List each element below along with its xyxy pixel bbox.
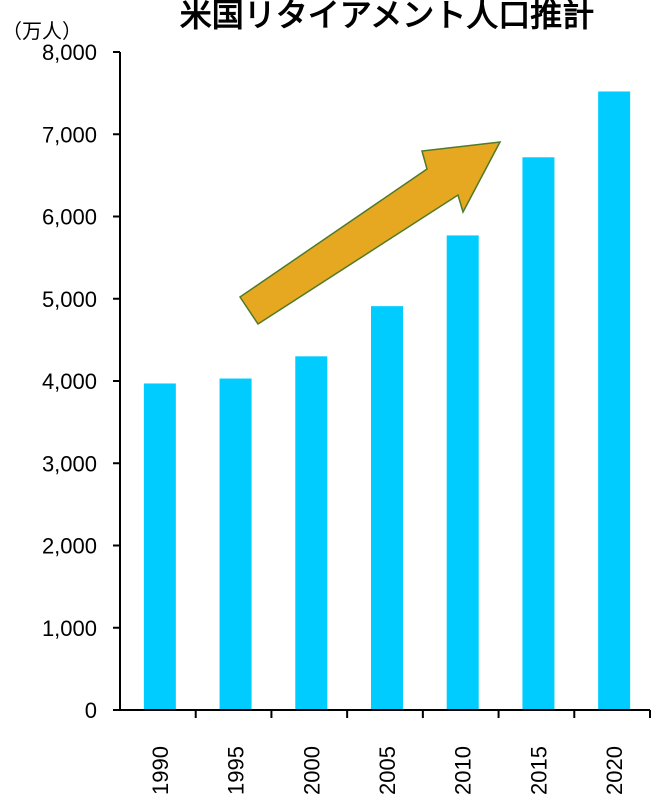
x-tick-label: 2010 <box>451 746 476 795</box>
y-tick-label: 0 <box>85 698 97 723</box>
y-tick-label: 1,000 <box>42 616 97 641</box>
chart-title: 米国リタイアメント人口推計 <box>180 0 594 34</box>
x-tick-label: 2020 <box>602 746 627 795</box>
y-tick-label: 5,000 <box>42 287 97 312</box>
trend-arrow-icon <box>238 141 502 326</box>
y-tick-label: 6,000 <box>42 205 97 230</box>
bar-2010 <box>446 235 479 711</box>
x-tick-label: 2015 <box>526 746 551 795</box>
bar-2005 <box>371 306 403 710</box>
bar-2000 <box>295 356 328 710</box>
unit-label: （万人） <box>2 19 82 43</box>
y-tick-labels: 0 1,000 2,000 3,000 4,000 5,000 6,000 7,000 8,00… <box>42 40 97 723</box>
bar-2015 <box>522 157 555 710</box>
bars-group <box>143 91 631 711</box>
y-tick-label: 4,000 <box>42 369 97 394</box>
y-tick-label: 3,000 <box>42 451 97 476</box>
y-tick-label: 8,000 <box>42 40 97 65</box>
axes-group <box>113 51 651 718</box>
y-tick-label: 7,000 <box>42 122 97 147</box>
x-tick-label: 2005 <box>375 746 400 795</box>
x-tick-labels: 1990 1995 2000 2005 2010 2015 2020 <box>148 746 627 795</box>
bar-1995 <box>219 378 252 710</box>
x-tick-label: 1990 <box>148 746 173 795</box>
bar-2020 <box>598 91 631 711</box>
y-tick-label: 2,000 <box>42 534 97 559</box>
x-tick-label: 1995 <box>224 746 249 795</box>
x-tick-label: 2000 <box>299 746 324 795</box>
bar-1990 <box>143 383 176 710</box>
